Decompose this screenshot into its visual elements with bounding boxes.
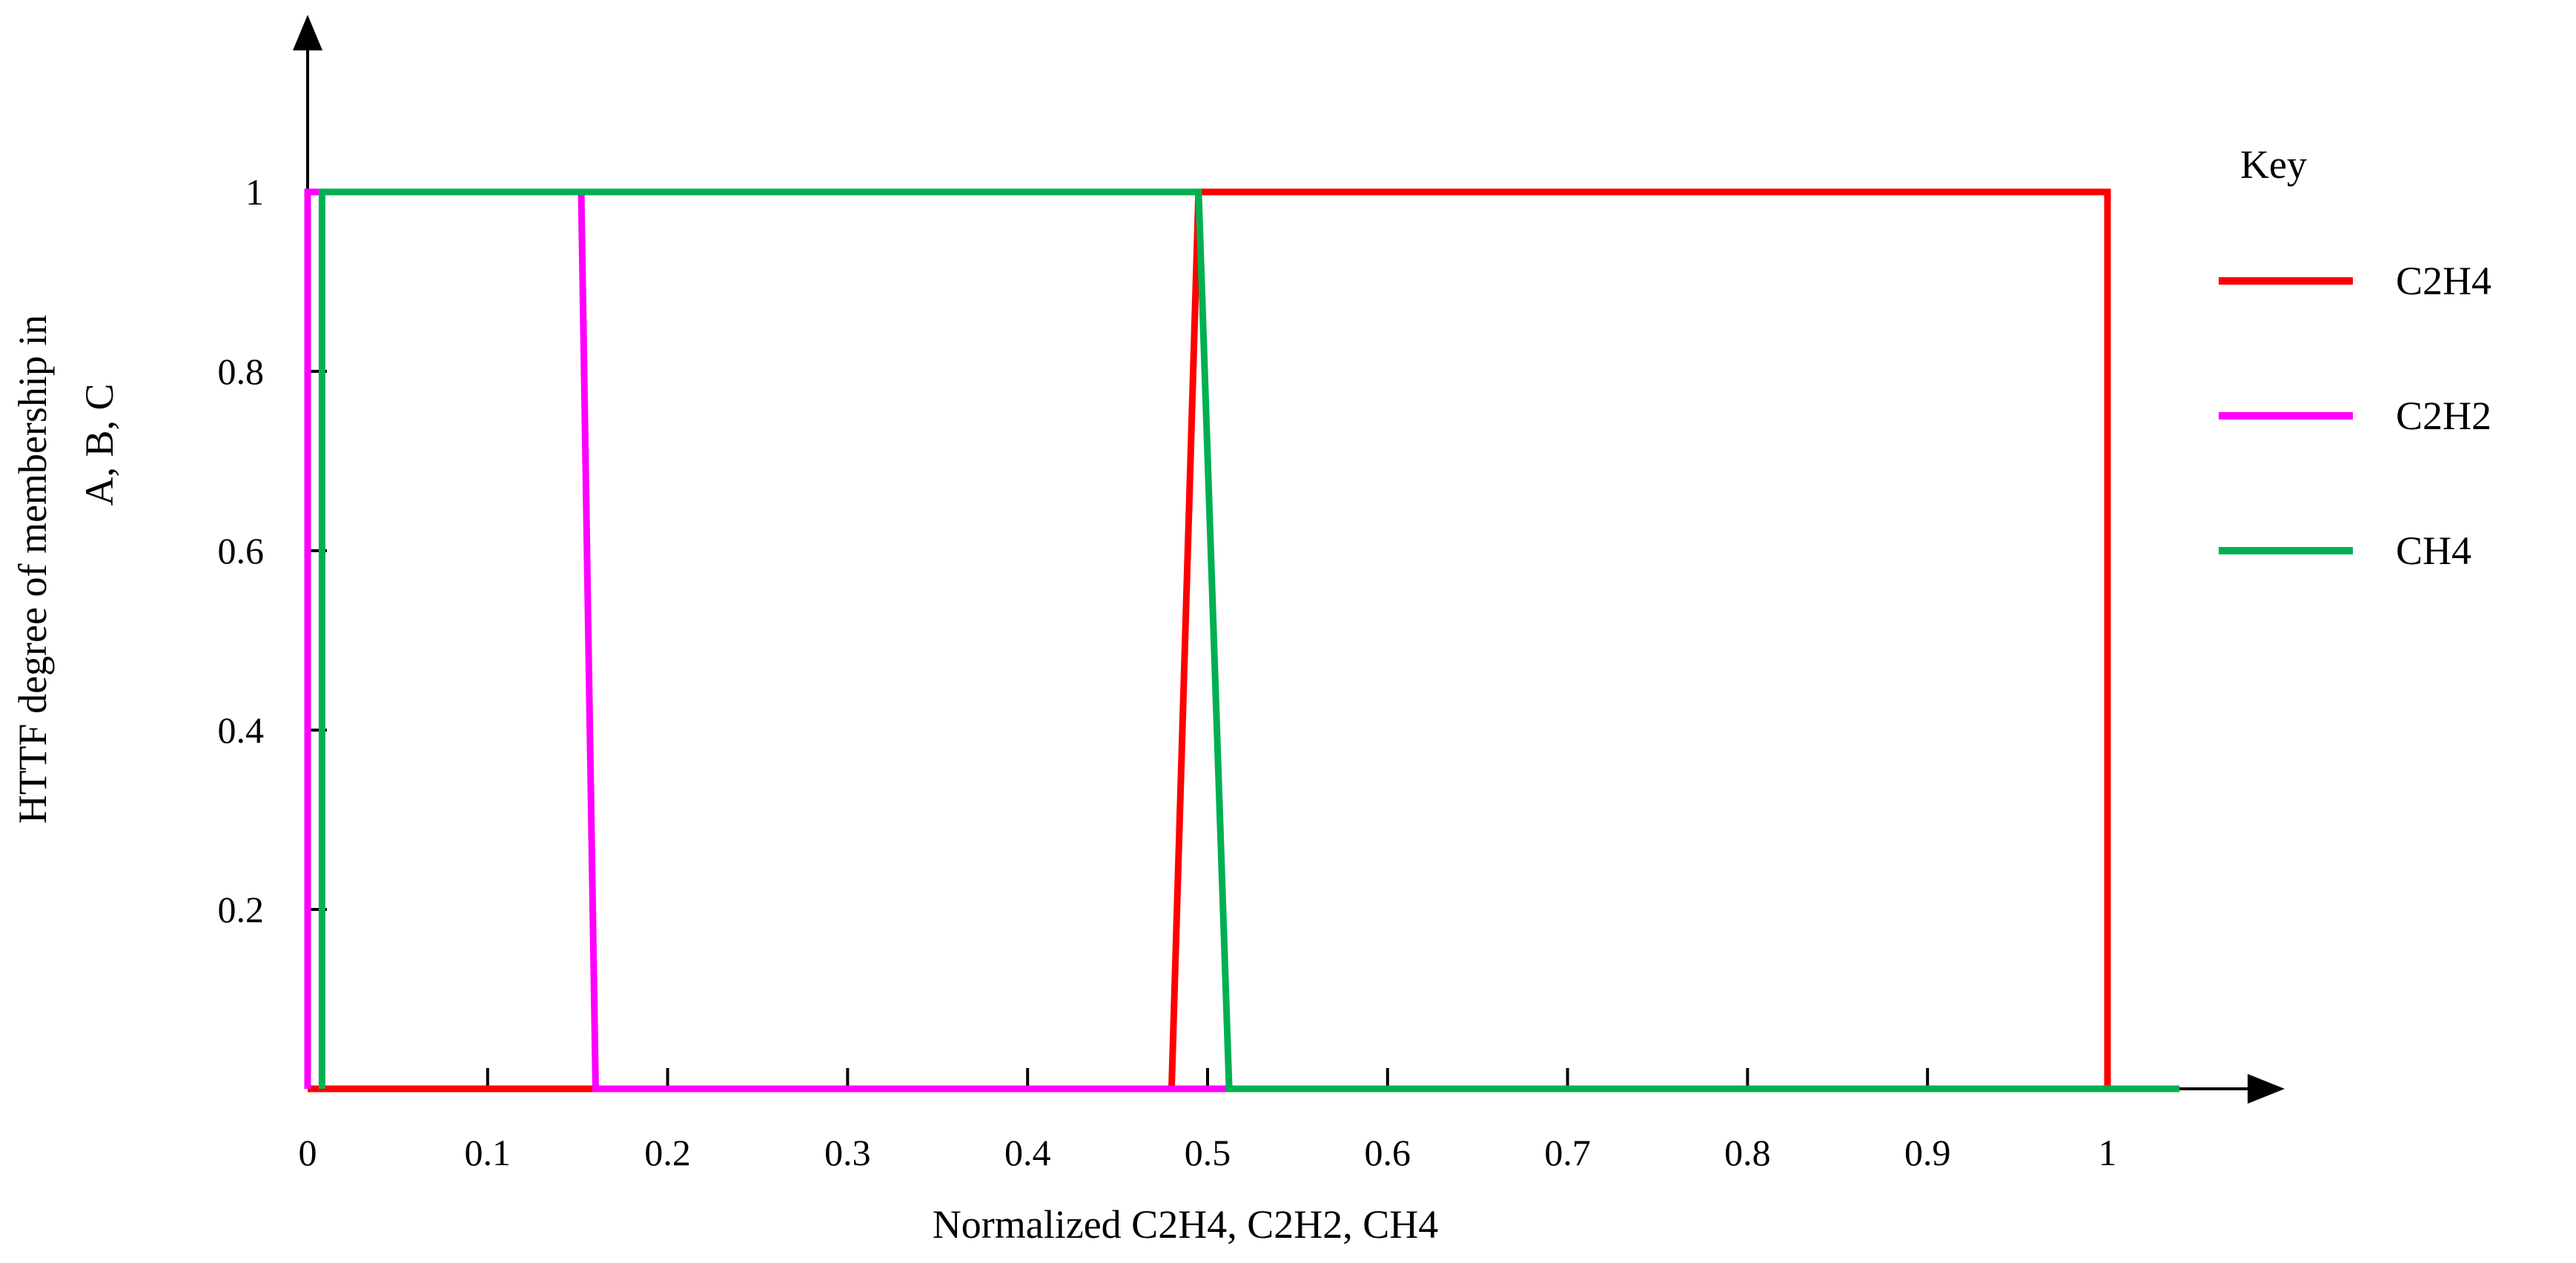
x-tick-label: 0.2 bbox=[644, 1132, 691, 1173]
series-line-c2h2 bbox=[304, 188, 2108, 1093]
x-tick-label: 0.3 bbox=[824, 1132, 871, 1173]
y-tick-label: 0.2 bbox=[218, 889, 265, 930]
x-tick-label: 0.9 bbox=[1904, 1132, 1951, 1173]
y-tick-label: 0.6 bbox=[218, 530, 265, 571]
y-tick-label: 1 bbox=[245, 171, 264, 213]
x-tick-label: 1 bbox=[2099, 1132, 2117, 1173]
x-tick-label: 0.6 bbox=[1365, 1132, 1411, 1173]
tick-labels: 0 0.1 0.2 0.3 0.4 0.5 0.6 0.7 0.8 0.9 1 0.2 0.4 0.6 0.… bbox=[218, 171, 2117, 1173]
y-axis-label-line-1: HTTF degree of membership in bbox=[10, 315, 55, 824]
legend: Key C2H4 C2H2 CH4 bbox=[2219, 142, 2491, 573]
x-axis-label: Normalized C2H4, C2H2, CH4 bbox=[933, 1202, 1438, 1247]
series-line-c2h4 bbox=[308, 188, 2111, 1093]
series-lines bbox=[304, 188, 2180, 1093]
x-tick-label: 0.5 bbox=[1185, 1132, 1231, 1173]
legend-title: Key bbox=[2240, 142, 2307, 187]
series-line-ch4 bbox=[318, 188, 2180, 1093]
legend-label-ch4: CH4 bbox=[2396, 528, 2471, 573]
x-tick-label: 0 bbox=[299, 1132, 317, 1173]
x-tick-label: 0.4 bbox=[1004, 1132, 1051, 1173]
y-axis-label-line-2: A, B, C bbox=[77, 383, 122, 505]
y-tick-label: 0.4 bbox=[218, 709, 265, 751]
x-axis-arrowhead bbox=[2248, 1074, 2285, 1104]
legend-label-c2h2: C2H2 bbox=[2396, 394, 2491, 438]
x-tick-label: 0.8 bbox=[1724, 1132, 1771, 1173]
y-tick-label: 0.8 bbox=[218, 351, 265, 392]
y-axis-arrowhead bbox=[293, 15, 322, 50]
legend-label-c2h4: C2H4 bbox=[2396, 259, 2491, 303]
x-tick-label: 0.1 bbox=[465, 1132, 511, 1173]
x-tick-label: 0.7 bbox=[1544, 1132, 1591, 1173]
